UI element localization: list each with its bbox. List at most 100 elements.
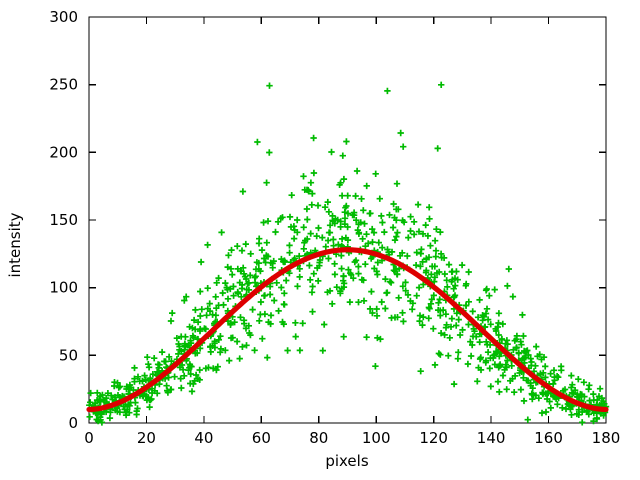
data-point [419,230,427,238]
data-point [382,305,389,312]
data-point [238,247,246,254]
data-point [91,400,99,407]
data-point [509,293,517,300]
data-point [560,387,567,394]
data-point [459,326,466,334]
data-point [338,252,345,259]
data-point [419,321,426,329]
data-point [178,384,185,392]
data-point [446,334,453,341]
data-point [476,296,483,304]
data-point [280,320,287,328]
data-point [447,323,455,330]
data-point [362,261,369,268]
data-point [196,345,204,352]
data-point [230,292,237,299]
data-point [197,312,204,320]
data-point [238,293,245,300]
data-point [263,179,270,186]
data-point [496,353,503,360]
data-point [487,321,494,328]
data-point [437,330,445,337]
data-point [187,337,194,344]
data-point [87,399,94,406]
data-point [190,316,198,324]
data-point [247,250,254,257]
data-point [147,375,154,382]
data-point [482,357,490,364]
data-point [455,316,462,323]
data-point [567,406,574,413]
data-point [204,305,211,312]
data-point [486,365,493,372]
data-point [559,404,566,411]
data-point [374,271,381,278]
data-point [555,374,562,381]
data-point [426,215,433,222]
data-point [294,283,301,290]
data-point [236,355,243,362]
data-point [321,204,329,211]
data-point [580,379,588,386]
data-point [237,268,245,275]
data-point [213,279,220,286]
data-point [299,320,306,327]
data-point [519,311,526,319]
data-point [196,366,203,374]
data-point [596,385,604,392]
data-point [533,343,540,350]
data-point [273,279,280,286]
data-point [346,298,354,306]
y-tick-label: 250 [49,76,78,94]
data-point [353,217,360,224]
data-point [124,406,131,413]
data-point [443,321,450,328]
data-point [314,264,321,272]
data-point [513,332,521,340]
data-point [321,321,328,328]
data-point [507,377,514,384]
data-point [377,335,384,343]
data-point [376,195,383,202]
data-point [423,255,430,262]
data-point [495,319,502,327]
data-point [315,277,322,285]
data-point [322,243,329,250]
data-point [308,201,315,208]
data-point [333,284,340,291]
data-point [520,332,527,340]
data-point [303,205,311,213]
data-point [185,341,192,349]
data-point [219,289,226,297]
data-point [386,278,394,285]
data-point [131,364,138,372]
data-point [304,235,311,243]
data-point [264,218,272,225]
data-point [391,267,399,275]
plot-border [88,16,607,424]
data-point [357,219,364,226]
data-point [400,143,407,150]
data-point [551,377,558,384]
data-point [341,215,349,222]
data-point [330,242,337,249]
data-point [554,401,561,408]
data-point [281,290,288,297]
data-point [542,408,550,416]
y-tick-label: 50 [59,346,78,364]
data-point [491,351,498,358]
data-point [146,403,153,411]
data-point [394,229,401,236]
data-point [373,312,381,319]
data-point [292,333,299,340]
data-point [116,383,124,390]
data-point [228,246,235,254]
data-point [87,389,94,397]
data-point [163,382,170,389]
data-point [114,379,121,387]
data-point [360,207,367,214]
data-point [575,406,583,413]
data-point [529,395,536,403]
data-point [181,340,189,347]
data-point [585,386,592,393]
